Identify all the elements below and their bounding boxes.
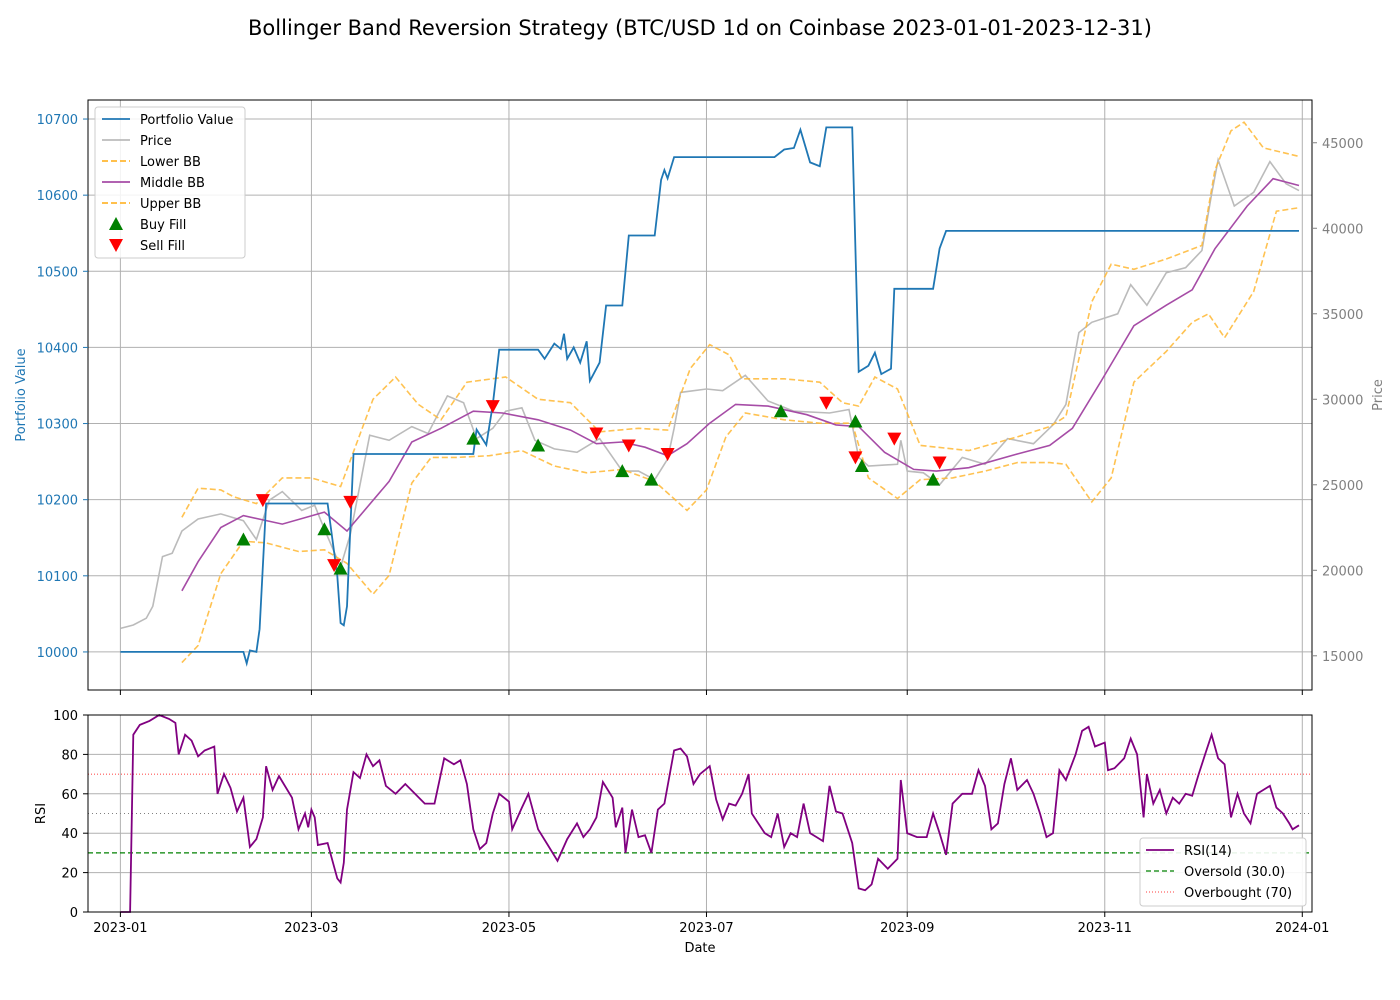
- upper-bb-line: [181, 121, 1300, 518]
- chart-title: Bollinger Band Reversion Strategy (BTC/U…: [248, 16, 1152, 40]
- lower-bb-line: [181, 206, 1300, 664]
- rsi-y-tick-label: 20: [61, 867, 78, 882]
- sell-fill-marker: [485, 400, 500, 414]
- buy-fill-marker: [466, 431, 481, 445]
- legend-label: Middle BB: [140, 176, 205, 191]
- right-tick-label: 15000: [1322, 650, 1363, 665]
- left-tick-label: 10100: [37, 570, 78, 585]
- rsi-y-tick-label: 0: [70, 906, 78, 921]
- legend-label: Upper BB: [140, 197, 201, 212]
- middle-bb-line: [181, 177, 1300, 592]
- rsi-panel-frame: [87, 714, 1313, 913]
- buy-fill-marker: [773, 404, 788, 418]
- buy-fill-marker: [848, 414, 863, 428]
- right-tick-label: 40000: [1322, 222, 1363, 237]
- buy-fill-marker: [644, 472, 659, 486]
- sell-fill-marker: [621, 439, 636, 453]
- sell-fill-marker: [343, 495, 358, 509]
- rsi-y-tick-label: 80: [61, 748, 78, 763]
- right-axis-label: Price: [1371, 379, 1386, 411]
- legend-label: Portfolio Value: [140, 113, 233, 128]
- legend-box: [94, 106, 246, 259]
- legend-swatch: [109, 217, 123, 230]
- x-axis-label: Date: [684, 941, 715, 956]
- x-tick-label: 2023-01: [93, 921, 147, 936]
- sell-fill-marker: [255, 494, 270, 508]
- rsi-y-tick-label: 60: [61, 788, 78, 803]
- x-tick-label: 2023-05: [482, 921, 536, 936]
- sell-fill-marker: [819, 396, 834, 410]
- rsi-y-tick-label: 100: [53, 709, 78, 724]
- legend-label: Price: [140, 134, 172, 149]
- buy-fill-marker: [926, 472, 941, 486]
- buy-fill-marker: [615, 464, 630, 478]
- buy-fill-marker: [854, 458, 869, 472]
- right-tick-label: 20000: [1322, 564, 1363, 579]
- left-axis-label: Portfolio Value: [14, 348, 29, 441]
- price-panel-frame: [87, 99, 1313, 691]
- legend-label: Lower BB: [140, 155, 201, 170]
- buy-fill-marker: [333, 561, 348, 575]
- legend-label: Oversold (30.0): [1184, 865, 1285, 880]
- right-tick-label: 25000: [1322, 479, 1363, 494]
- left-tick-label: 10400: [37, 341, 78, 356]
- buy-fill-marker: [531, 438, 546, 452]
- x-tick-label: 2023-07: [679, 921, 733, 936]
- legend-label: RSI(14): [1184, 844, 1232, 859]
- sell-fill-marker: [932, 456, 947, 470]
- x-tick-label: 2023-03: [284, 921, 338, 936]
- legend-label: Overbought (70): [1184, 886, 1292, 901]
- price-legend: Portfolio Value Price Lower BB Middle BB Upp…: [94, 106, 246, 259]
- price-panel: 10000 10100 10200 10300 10400 10500 10600 10700…: [14, 99, 1386, 695]
- x-tick-label: 2023-09: [880, 921, 934, 936]
- buy-fill-marker: [317, 522, 332, 536]
- left-tick-label: 10000: [37, 646, 78, 661]
- legend-box: [1139, 837, 1307, 907]
- rsi-y-tick-label: 40: [61, 827, 78, 842]
- left-tick-label: 10700: [37, 113, 78, 128]
- right-tick-label: 35000: [1322, 308, 1363, 323]
- rsi-legend: RSI(14) Oversold (30.0) Overbought (70): [1139, 837, 1307, 907]
- sell-fill-marker: [660, 448, 675, 461]
- buy-fill-marker: [236, 532, 251, 546]
- left-tick-label: 10300: [37, 418, 78, 433]
- portfolio-value-line: [120, 126, 1299, 667]
- left-tick-label: 10500: [37, 265, 78, 280]
- right-tick-label: 45000: [1322, 137, 1363, 152]
- price-line: [120, 156, 1300, 630]
- sell-fill-marker: [887, 432, 902, 446]
- left-tick-label: 10600: [37, 189, 78, 204]
- x-tick-label: 2024-01: [1275, 921, 1329, 936]
- legend-label: Buy Fill: [140, 218, 186, 233]
- sell-fill-marker: [848, 451, 863, 465]
- legend-swatch: [109, 239, 123, 252]
- left-tick-label: 10200: [37, 494, 78, 509]
- rsi-panel: 0 20 40 60 80 100 2023-01 2023-03 2023-05 2023-07…: [34, 709, 1329, 956]
- rsi-axis-label: RSI: [34, 803, 49, 824]
- rsi-line: [120, 713, 1300, 913]
- legend-label: Sell Fill: [140, 239, 185, 254]
- x-tick-label: 2023-11: [1078, 921, 1132, 936]
- sell-fill-marker: [327, 559, 342, 573]
- right-tick-label: 30000: [1322, 393, 1363, 408]
- sell-fill-marker: [589, 427, 604, 441]
